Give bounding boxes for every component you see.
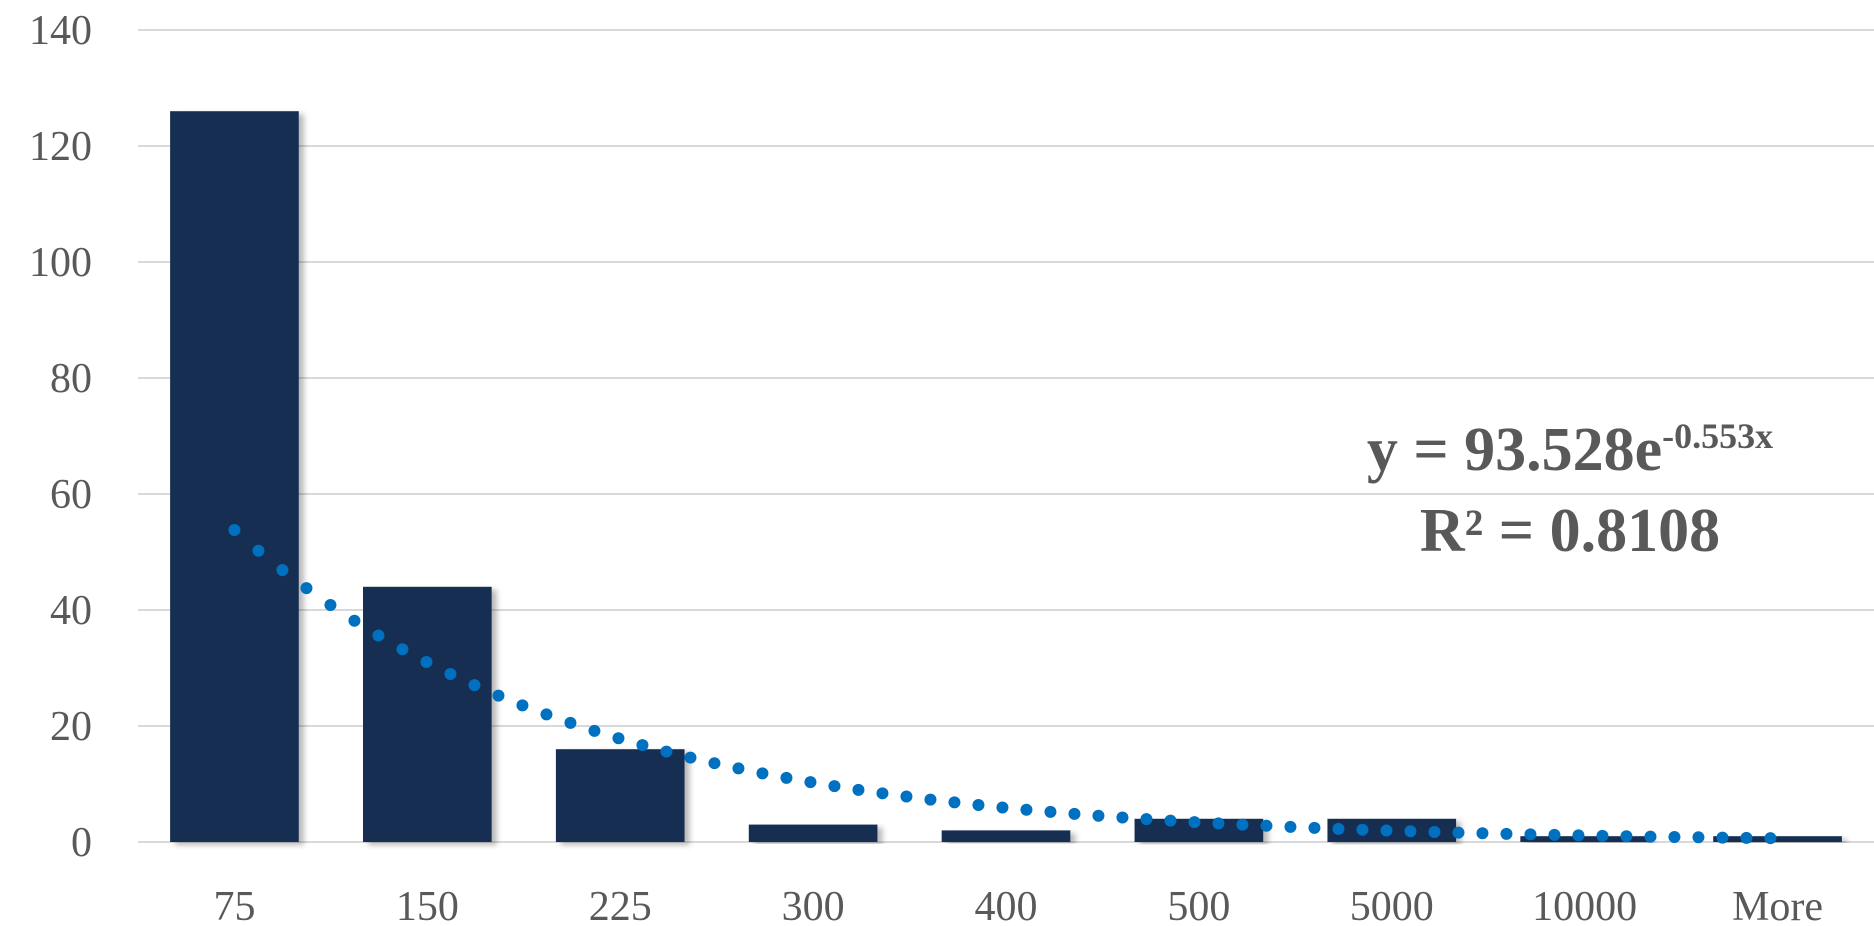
- y-tick-label: 20: [50, 704, 92, 750]
- x-tick-label: 150: [396, 884, 459, 926]
- trendline-point: [1764, 832, 1777, 845]
- trendline-point: [1428, 825, 1441, 838]
- bar: [363, 586, 492, 842]
- trendline-point: [1092, 809, 1105, 822]
- y-tick-label: 80: [50, 356, 92, 402]
- trendline-point: [876, 787, 889, 800]
- equation-base: y = 93.528e: [1367, 416, 1662, 484]
- trendline-point: [276, 564, 289, 577]
- bar: [748, 824, 878, 842]
- x-tick-label: 75: [213, 884, 255, 926]
- trendline-point: [924, 793, 937, 806]
- trendline-point: [948, 796, 961, 809]
- trendline-point: [1116, 811, 1129, 824]
- y-tick-label: 40: [50, 588, 92, 634]
- trendline-point: [1500, 827, 1513, 840]
- x-tick-label: 400: [975, 884, 1038, 926]
- trendline-point: [1284, 820, 1297, 833]
- trendline-point: [1260, 819, 1273, 832]
- trendline-point: [684, 751, 697, 764]
- trendline-point: [1188, 816, 1201, 829]
- trendline-point: [492, 689, 505, 702]
- trendline-point: [612, 732, 625, 745]
- trendline-point: [468, 679, 481, 692]
- exponential-trendline: [228, 523, 1777, 845]
- y-tick-label: 60: [50, 472, 92, 518]
- trendline-point: [1308, 821, 1321, 834]
- trendline-point: [1716, 831, 1729, 844]
- x-tick-label: 300: [782, 884, 845, 926]
- trendline-point: [540, 708, 553, 721]
- trendline-point: [732, 762, 745, 775]
- trendline-point: [1212, 817, 1225, 830]
- x-tick-label: 10000: [1532, 884, 1637, 926]
- trendline-point: [756, 767, 769, 780]
- trendline-point: [1140, 813, 1153, 826]
- trendline-point: [1380, 824, 1393, 837]
- trendline-point: [1596, 829, 1609, 842]
- bars: [170, 111, 1842, 842]
- trendline-point: [1548, 828, 1561, 841]
- trendline-point: [1692, 831, 1705, 844]
- y-tick-label: 0: [71, 820, 92, 866]
- trendline-point: [1020, 803, 1033, 816]
- trendline-point: [228, 523, 241, 536]
- bar: [941, 830, 1071, 842]
- trendline-point: [300, 582, 313, 595]
- trendline-point: [1044, 805, 1057, 818]
- trendline-point: [1332, 822, 1345, 835]
- trendline-point: [828, 780, 841, 793]
- trendline-equation-label: y = 93.528e-0.553x R² = 0.8108: [1367, 416, 1773, 565]
- r-squared-value: R² = 0.8108: [1420, 497, 1720, 565]
- trendline-equation: y = 93.528e-0.553x: [1367, 416, 1773, 484]
- trendline-point: [564, 716, 577, 729]
- trendline-point: [348, 614, 361, 627]
- trendline-point: [1476, 827, 1489, 840]
- trendline-point: [996, 801, 1009, 814]
- x-tick-label: More: [1732, 884, 1823, 926]
- y-tick-label: 140: [29, 8, 92, 54]
- trendline-point: [396, 643, 409, 656]
- trendline-point: [636, 739, 649, 752]
- trendline-point: [420, 656, 433, 669]
- trendline-point: [516, 699, 529, 712]
- trendline-point: [252, 544, 265, 557]
- x-tick-label: 5000: [1350, 884, 1434, 926]
- trendline-point: [852, 783, 865, 796]
- bar: [555, 749, 685, 842]
- trendline-point: [444, 668, 457, 681]
- trendline-point: [1236, 818, 1249, 831]
- trendline-point: [900, 790, 913, 803]
- y-axis-ticks: 0 20 40 60 80 100 120 140: [29, 8, 92, 866]
- trendline-point: [324, 599, 337, 612]
- trendline-point: [660, 745, 673, 758]
- trendline-point: [1644, 830, 1657, 843]
- trendline-point: [780, 771, 793, 784]
- y-tick-label: 100: [29, 240, 92, 286]
- x-tick-label: 500: [1167, 884, 1230, 926]
- bar: [1520, 836, 1649, 842]
- bar: [170, 111, 299, 842]
- trendline-point: [972, 799, 985, 812]
- trendline-point: [804, 776, 817, 789]
- trendline-point: [1620, 830, 1633, 843]
- trendline-point: [1668, 830, 1681, 843]
- trendline-point: [1164, 814, 1177, 827]
- trendline-point: [1404, 825, 1417, 838]
- trendline-point: [1068, 807, 1081, 820]
- trendline-point: [708, 757, 721, 770]
- trendline-point: [588, 724, 601, 737]
- x-axis-ticks: 75 150 225 300 400 500 5000 10000 More: [213, 884, 1823, 926]
- y-tick-label: 120: [29, 124, 92, 170]
- trendline-point: [372, 629, 385, 642]
- trendline-point: [1740, 831, 1753, 844]
- trendline-point: [1452, 826, 1465, 839]
- equation-exponent: -0.553x: [1662, 416, 1773, 456]
- trendline-point: [1356, 823, 1369, 836]
- trendline-point: [1524, 828, 1537, 841]
- trendline-point: [1572, 829, 1585, 842]
- bar: [1713, 836, 1842, 842]
- x-tick-label: 225: [589, 884, 652, 926]
